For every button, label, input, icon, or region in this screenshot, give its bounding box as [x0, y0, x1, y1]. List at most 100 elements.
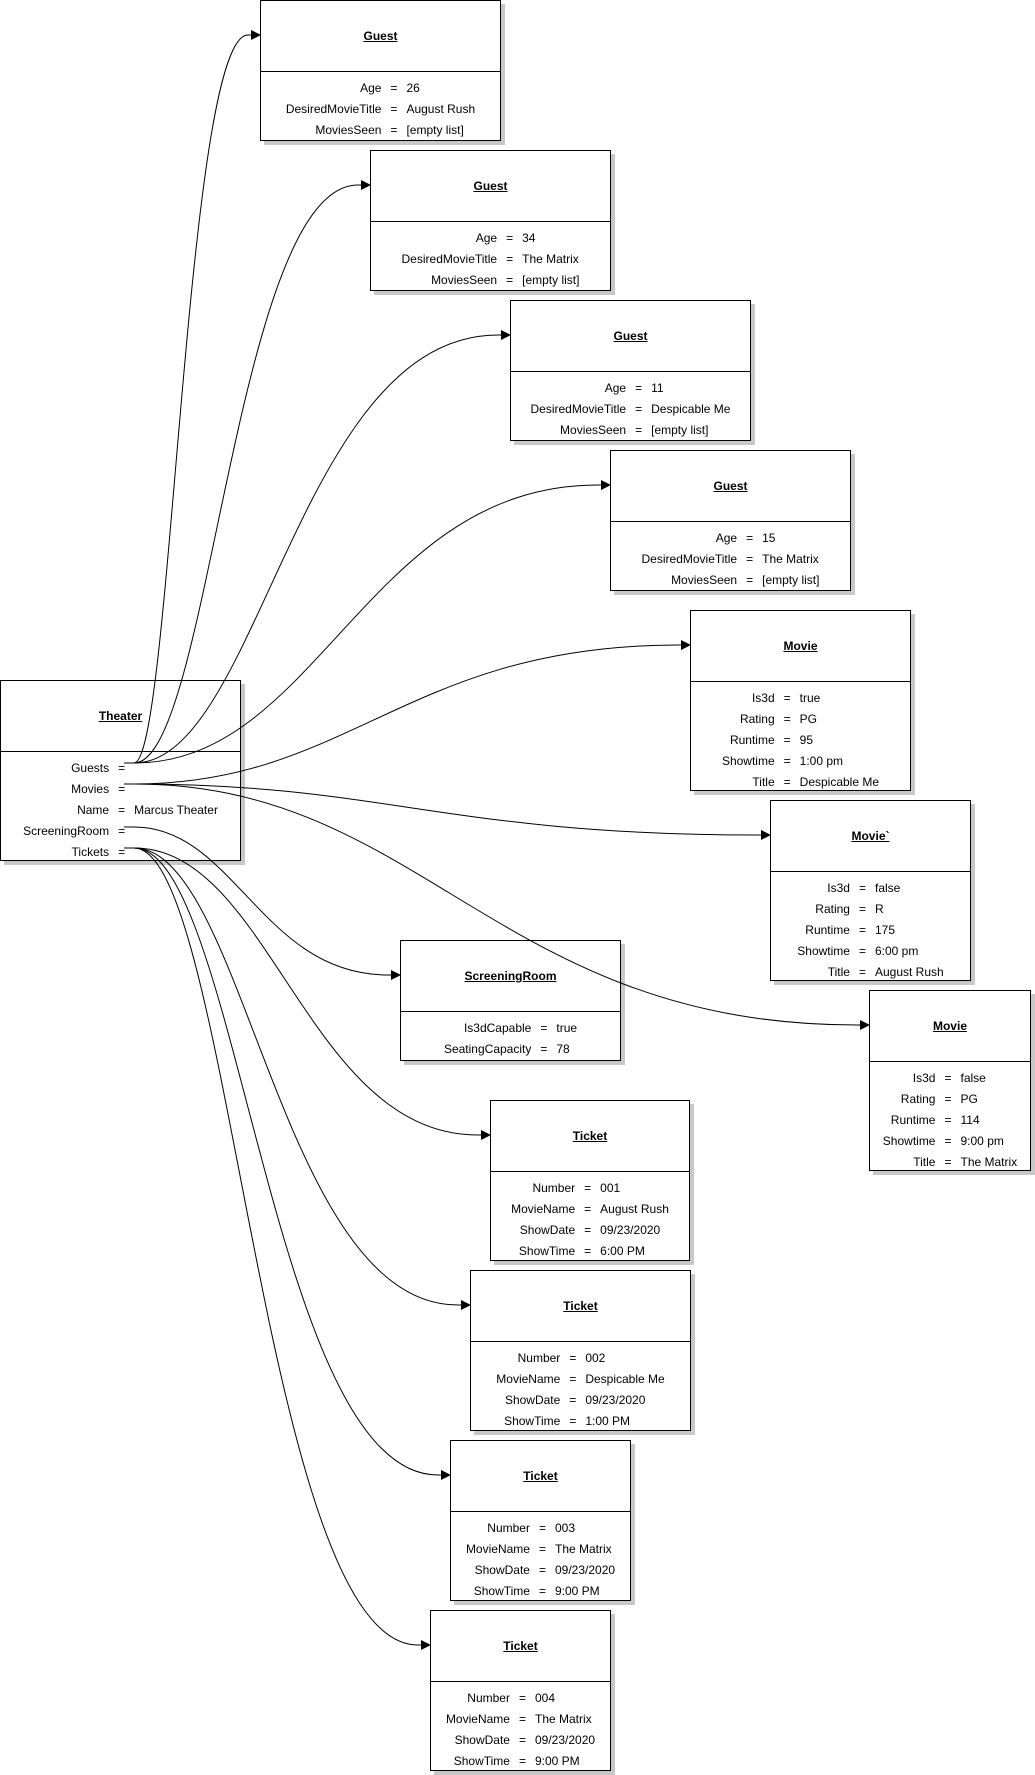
attribute-name: MovieName [496, 1372, 561, 1386]
equals-sign: = [118, 803, 126, 817]
attribute-row: ShowTime = 6:00 PM [511, 1241, 669, 1262]
attribute-value: 78 [556, 1042, 570, 1056]
attribute-row: Age = 34 [402, 228, 580, 249]
attribute-row: DesiredMovieTitle = The Matrix [642, 549, 820, 570]
movie-object-box[interactable]: Movie Is3d = true Rating = PG Runtime = 95 Showtim… [690, 610, 911, 791]
edge-to-ticket-2 [124, 847, 471, 1310]
attribute-row: Title = August Rush [797, 962, 944, 983]
attribute-value: PG [960, 1092, 978, 1106]
attribute-row: Tickets = [23, 842, 218, 863]
attribute-value: August Rush [874, 965, 944, 979]
attribute-value: The Matrix [534, 1712, 592, 1726]
attribute-value: 26 [406, 81, 420, 95]
theater-object-box[interactable]: Theater Guests = Movies = Name = Marcus Theater… [0, 680, 241, 861]
attribute-name: DesiredMovieTitle [530, 402, 627, 416]
attribute-name: Rating [900, 1092, 936, 1106]
attribute-value: false [960, 1071, 986, 1085]
attribute-name: Runtime [805, 923, 850, 937]
attribute-value: The Matrix [960, 1155, 1018, 1169]
attribute-row: MovieName = The Matrix [446, 1709, 595, 1730]
attribute-list: Age = 11 DesiredMovieTitle = Despicable Me Mov… [531, 378, 731, 441]
attribute-row: Title = Despicable Me [722, 772, 879, 793]
attribute-row: Is3dCapable = true [444, 1018, 577, 1039]
movie-object-box[interactable]: Movie Is3d = false Rating = PG Runtime = 114 Showt… [869, 990, 1031, 1171]
attribute-name: Number [517, 1351, 561, 1365]
ticket-object-box[interactable]: Ticket Number = 002 MovieName = Despicable Me S… [470, 1270, 691, 1431]
attribute-value: [empty list] [522, 273, 580, 287]
ticket-object-box[interactable]: Ticket Number = 001 MovieName = August Rush Sho… [490, 1100, 690, 1261]
guest-object-box[interactable]: Guest Age = 15 DesiredMovieTitle = The Matrix M… [610, 450, 851, 591]
attribute-row: ShowTime = 9:00 PM [446, 1751, 595, 1772]
equals-sign: = [518, 1691, 526, 1705]
attribute-row: Age = 15 [642, 528, 820, 549]
attribute-value: 15 [762, 531, 776, 545]
equals-sign: = [506, 231, 514, 245]
ticket-object-box[interactable]: Ticket Number = 003 MovieName = The Matrix Show… [450, 1440, 631, 1601]
equals-sign: = [635, 423, 643, 437]
box-title: Guest [613, 329, 648, 343]
equals-sign: = [944, 1155, 952, 1169]
attribute-value: PG [799, 712, 817, 726]
attribute-name: Title [752, 775, 775, 789]
box-title: Guest [713, 479, 748, 493]
equals-sign: = [506, 273, 514, 287]
attribute-name: Is3d [751, 691, 775, 705]
equals-sign: = [118, 845, 126, 859]
attribute-name: Runtime [729, 733, 775, 747]
attribute-value: 6:00 PM [600, 1244, 645, 1258]
attribute-value: 11 [651, 381, 664, 395]
attribute-name: Age [360, 81, 382, 95]
screeningroom-object-box[interactable]: ScreeningRoom Is3dCapable = true SeatingCapa… [400, 940, 621, 1061]
attribute-value: 09/23/2020 [585, 1393, 646, 1407]
attribute-value: August Rush [406, 102, 476, 116]
equals-sign: = [118, 782, 126, 796]
attribute-name: MoviesSeen [431, 273, 498, 287]
box-header: ScreeningRoom [401, 941, 620, 1012]
equals-sign: = [584, 1223, 592, 1237]
attribute-value: true [799, 691, 821, 705]
attribute-value: Despicable Me [651, 402, 731, 416]
movie-object-box[interactable]: Movie` Is3d = false Rating = R Runtime = 175 Showt… [770, 800, 971, 981]
attribute-row: Title = The Matrix [883, 1152, 1017, 1173]
attribute-value [134, 779, 218, 800]
attribute-name: Showtime [797, 944, 850, 958]
attribute-row: Is3d = false [797, 878, 943, 899]
attribute-row: MoviesSeen = [empty list] [531, 420, 731, 441]
ticket-object-box[interactable]: Ticket Number = 004 MovieName = The Matrix Show… [430, 1610, 611, 1771]
attribute-name: ShowTime [453, 1754, 510, 1768]
equals-sign: = [783, 775, 791, 789]
attribute-row: MovieName = August Rush [511, 1199, 669, 1220]
guest-object-box[interactable]: Guest Age = 11 DesiredMovieTitle = Despicable … [510, 300, 751, 441]
guest-object-box[interactable]: Guest Age = 34 DesiredMovieTitle = The Matrix M… [370, 150, 611, 291]
attribute-row: Guests = [23, 758, 218, 779]
box-header: Theater [1, 681, 240, 752]
attribute-name: Rating [739, 712, 775, 726]
equals-sign: = [944, 1113, 952, 1127]
attribute-value: 09/23/2020 [534, 1733, 596, 1747]
equals-sign: = [746, 573, 754, 587]
attribute-value: 34 [522, 231, 536, 245]
attribute-value: 001 [600, 1181, 621, 1195]
attribute-name: Title [827, 965, 850, 979]
equals-sign: = [858, 944, 866, 958]
equals-sign: = [540, 1042, 548, 1056]
attribute-row: ShowDate = 09/23/2020 [466, 1560, 615, 1581]
box-title: Ticket [572, 1129, 608, 1143]
attribute-row: Number = 004 [446, 1688, 595, 1709]
attribute-value: 6:00 pm [874, 944, 919, 958]
attribute-name: MovieName [465, 1542, 530, 1556]
attribute-name: MovieName [445, 1712, 510, 1726]
attribute-row: ShowTime = 1:00 PM [496, 1411, 664, 1432]
equals-sign: = [538, 1521, 546, 1535]
attribute-name: ShowDate [504, 1393, 561, 1407]
attribute-value: 95 [799, 733, 814, 747]
attribute-name: MoviesSeen [560, 423, 627, 437]
attribute-list: Number = 004 MovieName = The Matrix ShowDate = 0… [446, 1688, 595, 1772]
attribute-row: Rating = PG [722, 709, 879, 730]
attribute-name: SeatingCapacity [443, 1042, 532, 1056]
attribute-list: Guests = Movies = Name = Marcus Theater Screeni… [23, 758, 218, 863]
guest-object-box[interactable]: Guest Age = 26 DesiredMovieTitle = August Rush… [260, 0, 501, 141]
box-header: Ticket [491, 1101, 689, 1172]
equals-sign: = [518, 1733, 526, 1747]
attribute-row: ShowDate = 09/23/2020 [496, 1390, 664, 1411]
